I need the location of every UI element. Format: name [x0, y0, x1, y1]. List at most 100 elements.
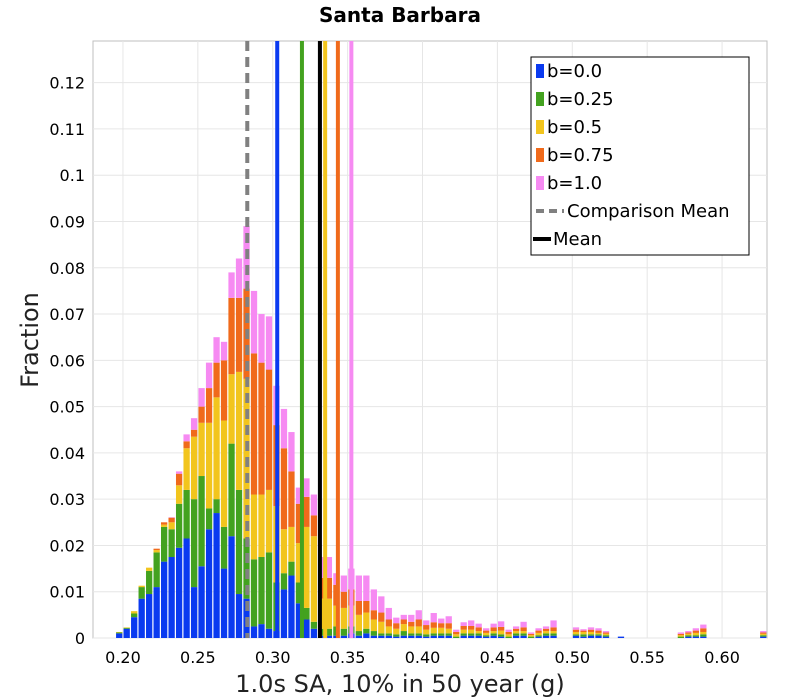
- bar-segment: [378, 612, 385, 622]
- bar-segment: [400, 635, 407, 638]
- bar-segment: [363, 600, 370, 613]
- bar-segment: [131, 617, 138, 638]
- bar-segment: [303, 478, 310, 497]
- bar-segment: [370, 631, 377, 636]
- legend-swatch-b075: [536, 148, 544, 162]
- bar-segment: [183, 538, 190, 638]
- legend: b=0.0 b=0.25 b=0.5 b=0.75 b=1.0 Comparis…: [530, 56, 750, 256]
- bar-segment: [580, 636, 587, 638]
- bar-segment: [468, 629, 475, 634]
- bar-segment: [498, 630, 505, 635]
- bar-segment: [393, 634, 400, 637]
- bar-segment: [385, 633, 392, 636]
- bar-segment: [138, 598, 145, 638]
- bar-segment: [602, 632, 610, 634]
- bar-segment: [542, 631, 550, 634]
- y-tick-label: 0.06: [49, 351, 85, 370]
- bar-segment: [198, 422, 205, 477]
- x-tick-label: 0.50: [554, 648, 590, 667]
- bar-segment: [468, 635, 475, 638]
- y-tick-label: 0.12: [49, 74, 85, 93]
- bar-segment: [228, 443, 235, 537]
- bar-segment: [205, 422, 213, 509]
- bar-segment: [468, 633, 475, 636]
- bar-segment: [168, 522, 175, 530]
- y-tick-label: 0.05: [49, 398, 85, 417]
- bar-segment: [505, 634, 512, 637]
- legend-label-mean: Mean: [553, 229, 602, 250]
- bar-segment: [685, 633, 692, 636]
- bar-segment: [520, 621, 527, 628]
- legend-swatch-b0: [536, 64, 544, 78]
- bar-segment: [228, 374, 235, 444]
- legend-label-b025: b=0.25: [547, 89, 614, 110]
- bar-segment: [595, 632, 602, 635]
- bar-segment: [760, 636, 767, 638]
- bar-segment: [370, 619, 377, 632]
- bar-segment: [131, 611, 138, 614]
- bar-segment: [700, 631, 707, 635]
- bar-segment: [325, 598, 333, 629]
- bar-segment: [258, 362, 265, 495]
- bar-segment: [116, 633, 123, 638]
- bar-segment: [175, 485, 183, 504]
- bar-segment: [423, 629, 430, 635]
- x-tick-label: 0.55: [629, 648, 665, 667]
- bar-segment: [288, 432, 295, 472]
- bar-segment: [340, 607, 348, 629]
- bar-segment: [438, 627, 445, 634]
- bar-segment: [288, 526, 295, 562]
- bar-segment: [250, 290, 258, 354]
- bar-segment: [198, 566, 205, 638]
- bar-segment: [280, 589, 288, 638]
- bar-segment: [408, 633, 415, 636]
- bar-segment: [408, 626, 415, 634]
- bar-segment: [265, 628, 273, 638]
- bar-segment: [483, 635, 490, 637]
- bar-segment: [220, 568, 228, 638]
- bar-segment: [310, 536, 318, 622]
- bar-segment: [288, 575, 295, 638]
- bar-segment: [220, 420, 228, 527]
- bar-segment: [235, 297, 243, 372]
- bar-segment: [138, 585, 145, 588]
- bar-segment: [587, 627, 595, 630]
- bar-segment: [438, 623, 445, 628]
- chart-title: Santa Barbara: [319, 3, 481, 27]
- bar-segment: [295, 503, 303, 544]
- bar-segment: [677, 636, 685, 638]
- bar-segment: [265, 552, 273, 629]
- bar-segment: [393, 617, 400, 624]
- bar-segment: [123, 627, 130, 629]
- bar-segment: [250, 626, 258, 638]
- bar-segment: [483, 628, 490, 631]
- bar-segment: [340, 591, 348, 608]
- bar-segment: [430, 613, 437, 623]
- bar-segment: [700, 624, 707, 629]
- bar-segment: [580, 631, 587, 635]
- bar-segment: [205, 508, 213, 530]
- bar-segment: [445, 635, 452, 638]
- bar-segment: [760, 635, 767, 637]
- legend-label-b0: b=0.0: [547, 61, 602, 82]
- bar-segment: [483, 632, 490, 636]
- bar-segment: [415, 626, 422, 634]
- y-tick-label: 0: [75, 629, 85, 648]
- bar-segment: [265, 489, 273, 553]
- bar-segment: [542, 635, 550, 638]
- bar-segment: [220, 526, 228, 569]
- bar-segment: [378, 596, 385, 613]
- bar-segment: [483, 630, 490, 633]
- bar-segment: [310, 515, 318, 537]
- bar-segment: [243, 538, 250, 599]
- bar-segment: [288, 471, 295, 527]
- bar-segment: [303, 619, 310, 638]
- bar-segment: [527, 635, 535, 637]
- bar-segment: [505, 629, 512, 632]
- bar-segment: [527, 632, 535, 634]
- bar-segment: [213, 397, 220, 500]
- bar-segment: [677, 632, 685, 634]
- bar-segment: [475, 633, 482, 636]
- x-tick-label: 0.35: [330, 648, 366, 667]
